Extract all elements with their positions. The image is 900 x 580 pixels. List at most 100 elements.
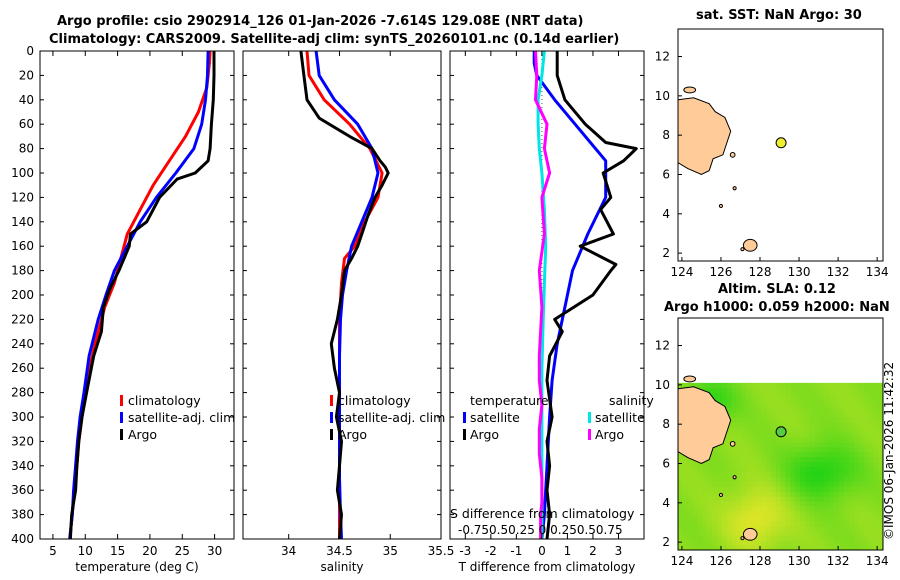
sla-cell [770, 432, 777, 438]
sla-cell [863, 530, 869, 536]
sla-cell [858, 432, 865, 438]
sla-cell [873, 535, 879, 541]
sla-cell [790, 476, 796, 482]
sla-cell [775, 510, 782, 517]
sla-cell [682, 520, 689, 527]
sla-cell [775, 515, 782, 522]
sla-cell [804, 441, 811, 448]
sla-cell [829, 520, 835, 527]
sla-cell [682, 461, 689, 468]
sla-cell [878, 510, 883, 517]
sla-cell [819, 491, 826, 497]
sla-cell [726, 505, 733, 512]
map1-float-marker [775, 137, 787, 149]
sla-cell [843, 486, 850, 492]
sla-cell [770, 407, 777, 413]
sla-cell [829, 422, 835, 428]
sla-cell [760, 417, 767, 423]
sla-cell [736, 471, 743, 477]
sla-cell [790, 510, 796, 517]
sla-cell [800, 417, 806, 423]
sla-cell [721, 491, 728, 497]
sla-cell [765, 456, 772, 463]
sla-cell [760, 510, 767, 517]
sal-series-argo [299, 51, 390, 539]
sla-cell [790, 382, 796, 389]
sla-cell [702, 515, 708, 522]
sla-cell [678, 530, 684, 536]
sla-cell [765, 382, 772, 389]
sla-cell [712, 446, 718, 453]
sla-cell [795, 397, 801, 404]
sla-cell [795, 407, 801, 413]
sla-cell [878, 387, 883, 394]
sla-cell [824, 412, 830, 418]
sla-cell [809, 525, 816, 531]
sla-cell [834, 505, 840, 512]
sla-cell [731, 387, 738, 394]
depth-tick-label: 0 [26, 44, 34, 58]
depth-tick-label: 120 [11, 190, 34, 204]
sla-cell [760, 382, 767, 389]
depth-tick-label: 220 [11, 312, 34, 326]
sla-cell [863, 461, 869, 468]
sla-cell [785, 491, 791, 497]
sla-cell [804, 461, 811, 468]
sal-series-climatology [305, 51, 384, 539]
sla-cell [702, 500, 708, 507]
sla-cell [878, 535, 883, 541]
sla-cell [863, 545, 869, 550]
sla-cell [780, 422, 786, 428]
sla-cell [751, 441, 757, 448]
sla-cell [775, 486, 782, 492]
sla-cell [814, 417, 821, 423]
sla-cell [795, 412, 801, 418]
map1-land-mindanao [678, 97, 732, 176]
sla-cell [707, 491, 713, 497]
temp-xtick-label: 10 [78, 544, 93, 558]
sla-cell [819, 417, 826, 423]
sla-cell [843, 402, 850, 409]
sla-cell [682, 515, 689, 522]
sla-cell [775, 412, 782, 418]
temp-legend-label: Argo [128, 427, 157, 442]
sla-cell [809, 495, 816, 502]
sla-cell [736, 412, 743, 418]
sla-cell [848, 441, 855, 448]
sla-cell [736, 427, 743, 433]
sla-cell [878, 491, 883, 497]
sla-cell [819, 387, 826, 394]
sla-cell [814, 510, 821, 517]
sla-cell [873, 500, 879, 507]
sla-cell [702, 387, 708, 394]
sla-cell [848, 451, 855, 458]
sla-cell [746, 432, 752, 438]
sla-cell [800, 471, 806, 477]
sal-xtick-label: 35.5 [428, 544, 455, 558]
sla-cell [760, 446, 767, 453]
sla-cell [819, 392, 826, 399]
sla-cell [697, 481, 704, 487]
sla-cell [780, 510, 786, 517]
sla-cell [765, 441, 772, 448]
sla-cell [790, 446, 796, 453]
sla-cell [751, 491, 757, 497]
sla-cell [829, 451, 835, 458]
sla-cell [726, 432, 733, 438]
map2-title-a: Altim. SLA: 0.12 [718, 282, 836, 297]
sla-cell [829, 540, 835, 546]
sla-cell [736, 515, 743, 522]
sla-cell [858, 525, 865, 531]
sla-cell [765, 476, 772, 482]
sla-cell [834, 461, 840, 468]
sla-cell [741, 491, 747, 497]
sla-cell [746, 397, 752, 404]
map2-ytick-label: 6 [662, 456, 670, 470]
sla-cell [736, 397, 743, 404]
sla-cell [809, 422, 816, 428]
sla-cell [756, 510, 762, 517]
diff-xtick-label: -1 [510, 544, 522, 558]
sla-cell [726, 481, 733, 487]
map2-xtick-label: 132 [827, 554, 850, 568]
sla-cell [814, 427, 821, 433]
